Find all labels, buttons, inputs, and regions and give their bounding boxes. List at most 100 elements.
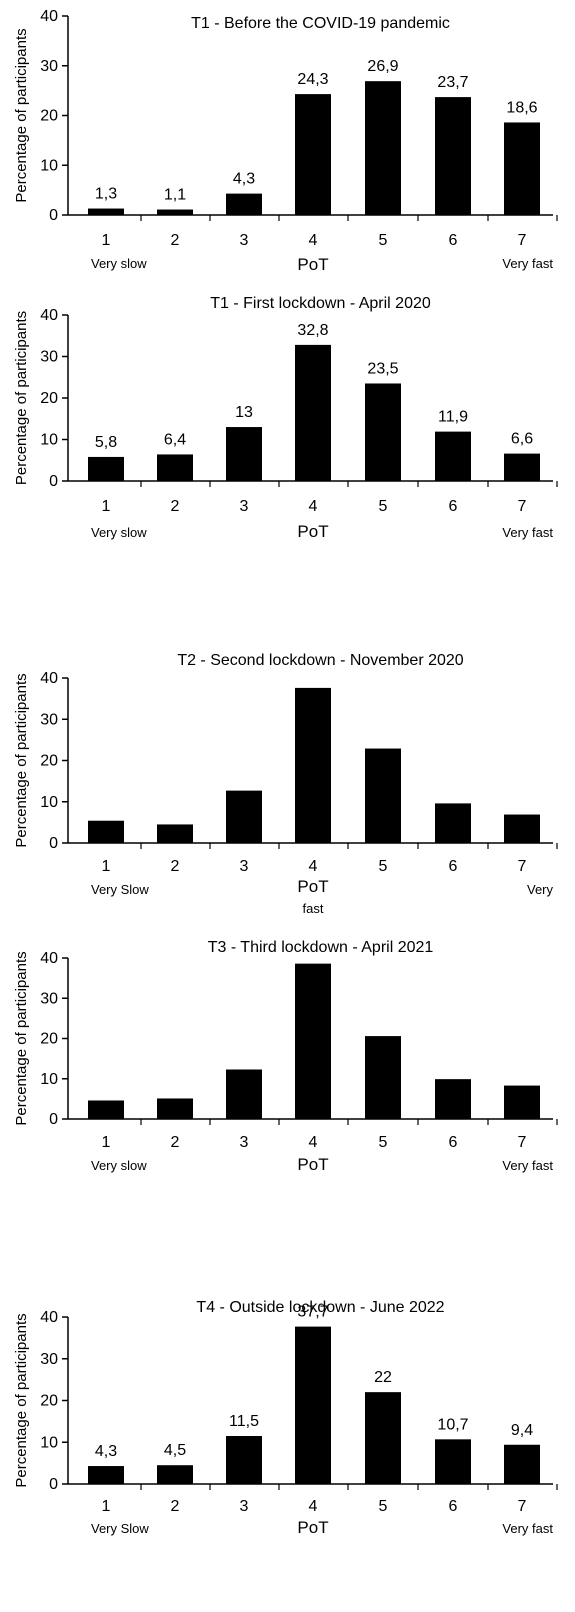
x-tick-label: 2: [171, 858, 180, 875]
bar-1: [88, 208, 124, 215]
data-label: 6,6: [511, 431, 533, 448]
y-tick-label: 10: [40, 1071, 58, 1088]
y-tick-label: 0: [49, 207, 58, 224]
x-end-label-right: Very fast: [502, 256, 553, 271]
data-label: 11,5: [229, 1413, 259, 1430]
data-label: 9,4: [511, 1422, 533, 1439]
data-label: 37,7: [297, 1304, 328, 1321]
x-axis-label: PoT: [297, 877, 328, 896]
bar-2: [157, 824, 193, 843]
bar-1: [88, 1466, 124, 1484]
bar-4: [295, 963, 331, 1119]
bar-6: [435, 803, 471, 843]
data-label: 5,8: [95, 434, 117, 451]
bar-7: [504, 453, 540, 481]
x-tick-label: 1: [102, 232, 111, 249]
x-tick-label: 7: [518, 1134, 527, 1151]
y-tick-label: 40: [40, 950, 58, 967]
data-label: 24,3: [297, 71, 328, 88]
data-label: 1,3: [95, 186, 117, 203]
x-axis-label: PoT: [297, 522, 328, 541]
bar-3: [226, 427, 262, 481]
bar-5: [365, 1036, 401, 1119]
data-label: 23,5: [367, 360, 398, 377]
x-tick-label: 1: [102, 498, 111, 515]
bar-2: [157, 1465, 193, 1484]
y-axis-label: Percentage of participants: [13, 1313, 30, 1487]
bar-5: [365, 81, 401, 215]
y-tick-label: 10: [40, 157, 58, 174]
x-tick-label: 5: [379, 1134, 388, 1151]
x-end-label-right-2: fast: [303, 901, 324, 916]
chart-panel-1: T1 - Before the COVID-19 pandemic 0 10 20 30…: [13, 8, 558, 274]
x-tick-label: 6: [449, 858, 458, 875]
y-tick-label: 20: [40, 1031, 58, 1048]
data-label: 11,9: [438, 409, 468, 426]
x-tick-label: 4: [309, 1498, 318, 1515]
x-end-label-left: Very slow: [91, 525, 147, 540]
bar-3: [226, 1069, 262, 1119]
bar-5: [365, 383, 401, 481]
x-tick-label: 5: [379, 232, 388, 249]
data-label: 22: [374, 1369, 392, 1386]
y-tick-label: 40: [40, 1309, 58, 1326]
y-tick-label: 30: [40, 58, 58, 75]
y-axis-label: Percentage of participants: [13, 28, 30, 202]
bar-4: [295, 1326, 331, 1484]
bar-2: [157, 209, 193, 215]
x-tick-label: 3: [240, 498, 249, 515]
chart-panel-4: T3 - Third lockdown - April 2021 0 10 20 30 4…: [13, 939, 558, 1174]
data-label: 4,3: [95, 1443, 117, 1460]
bar-2: [157, 1098, 193, 1119]
chart-title: T1 - First lockdown - April 2020: [210, 295, 431, 312]
bar-3: [226, 1435, 262, 1484]
x-tick-label: 3: [240, 232, 249, 249]
y-tick-label: 30: [40, 990, 58, 1007]
bar-5: [365, 748, 401, 843]
y-tick-label: 40: [40, 307, 58, 324]
x-tick-label: 5: [379, 858, 388, 875]
x-tick-label: 3: [240, 858, 249, 875]
y-tick-label: 10: [40, 1434, 58, 1451]
x-end-label-left: Very Slow: [91, 882, 149, 897]
x-end-label-right: Very fast: [502, 525, 553, 540]
bar-7: [504, 122, 540, 215]
data-label: 18,6: [506, 99, 537, 116]
bar-6: [435, 1079, 471, 1119]
x-tick-label: 2: [171, 1134, 180, 1151]
x-tick-label: 7: [518, 1498, 527, 1515]
bar-4: [295, 94, 331, 215]
bar-1: [88, 1100, 124, 1119]
bar-3: [226, 193, 262, 215]
y-tick-label: 20: [40, 108, 58, 125]
chart-title: T2 - Second lockdown - November 2020: [177, 652, 463, 669]
chart-panel-5: T4 - Outside lockdown - June 2022 0 10 20 30…: [13, 1299, 558, 1537]
bar-1: [88, 456, 124, 481]
bar-7: [504, 814, 540, 843]
bar-2: [157, 454, 193, 481]
x-tick-label: 2: [171, 498, 180, 515]
chart-panel-2: T1 - First lockdown - April 2020 0 10 20 30 4…: [13, 295, 558, 541]
x-tick-label: 1: [102, 858, 111, 875]
x-tick-label: 4: [309, 1134, 318, 1151]
y-tick-label: 20: [40, 753, 58, 770]
x-tick-label: 1: [102, 1498, 111, 1515]
x-tick-label: 7: [518, 232, 527, 249]
x-tick-label: 7: [518, 858, 527, 875]
x-axis-label: PoT: [297, 255, 328, 274]
y-tick-label: 0: [49, 473, 58, 490]
x-tick-label: 7: [518, 498, 527, 515]
bar-7: [504, 1444, 540, 1484]
x-tick-label: 6: [449, 498, 458, 515]
data-label: 23,7: [437, 74, 468, 91]
y-axis-label: Percentage of participants: [13, 311, 30, 485]
x-axis-label: PoT: [297, 1518, 328, 1537]
y-tick-label: 40: [40, 670, 58, 687]
bar-7: [504, 1085, 540, 1119]
y-tick-label: 10: [40, 794, 58, 811]
chart-title: T4 - Outside lockdown - June 2022: [196, 1299, 444, 1316]
x-tick-label: 2: [171, 232, 180, 249]
data-label: 32,8: [297, 322, 328, 339]
data-label: 13: [235, 404, 253, 421]
